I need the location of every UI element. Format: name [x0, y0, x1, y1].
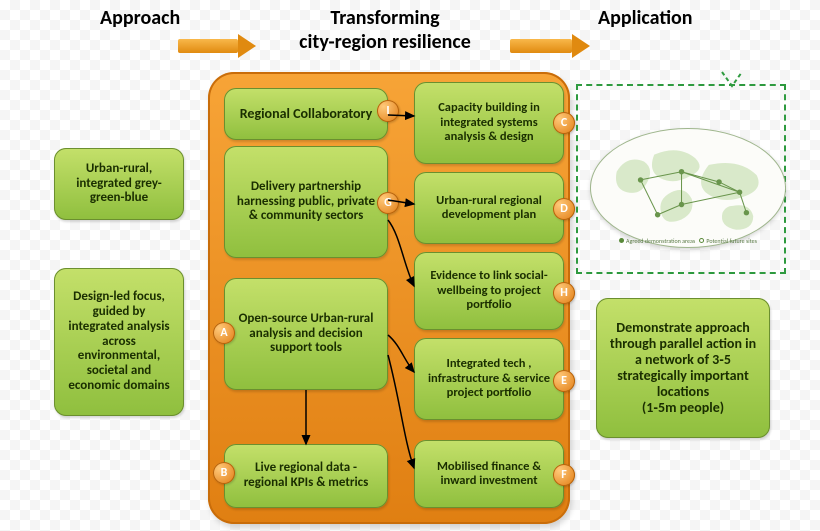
box-delivery-partnership: Delivery partnership harnessing public, … — [224, 146, 388, 258]
badge-d: D — [553, 198, 575, 220]
box-design-led-focus: Design-led focus, guided by integrated a… — [54, 268, 184, 416]
badge-h: H — [553, 282, 575, 304]
box-evidence-wellbeing: Evidence to link social-wellbeing to pro… — [414, 252, 564, 330]
box-mobilised-finance: Mobilised finance & inward investment — [414, 440, 564, 508]
header-application: Application — [598, 6, 693, 30]
box-open-source-tools: Open-source Urban-rural analysis and dec… — [224, 278, 388, 390]
box-urban-rural-dev-plan: Urban-rural regional development plan — [414, 172, 564, 244]
header-approach: Approach — [100, 6, 180, 30]
box-urban-rural-grey-green-blue: Urban-rural, integrated grey-green-blue — [54, 148, 184, 220]
world-map-icon — [603, 141, 774, 243]
badge-f: F — [553, 464, 575, 486]
box-regional-collaboratory: Regional Collaboratory — [224, 88, 388, 140]
arrow-approach-to-center — [178, 34, 256, 58]
arrow-center-to-application — [510, 34, 590, 58]
badge-i: I — [377, 100, 399, 122]
header-transforming: Transforming city-region resilience — [260, 6, 510, 54]
box-capacity-building: Capacity building in integrated systems … — [414, 82, 564, 164]
badge-g: G — [377, 192, 399, 214]
box-demonstrate-approach: Demonstrate approach through parallel ac… — [596, 298, 770, 438]
badge-e: E — [553, 370, 575, 392]
world-map-ellipse: Agreed demonstration areas Potential fut… — [590, 128, 786, 248]
box-integrated-tech: Integrated tech , infrastructure & servi… — [414, 338, 564, 420]
badge-c: C — [553, 112, 575, 134]
badge-b: B — [213, 462, 235, 484]
map-legend: Agreed demonstration areas Potential fut… — [619, 237, 757, 245]
box-live-regional-data: Live regional data - regional KPIs & met… — [224, 444, 388, 508]
badge-a: A — [213, 322, 235, 344]
